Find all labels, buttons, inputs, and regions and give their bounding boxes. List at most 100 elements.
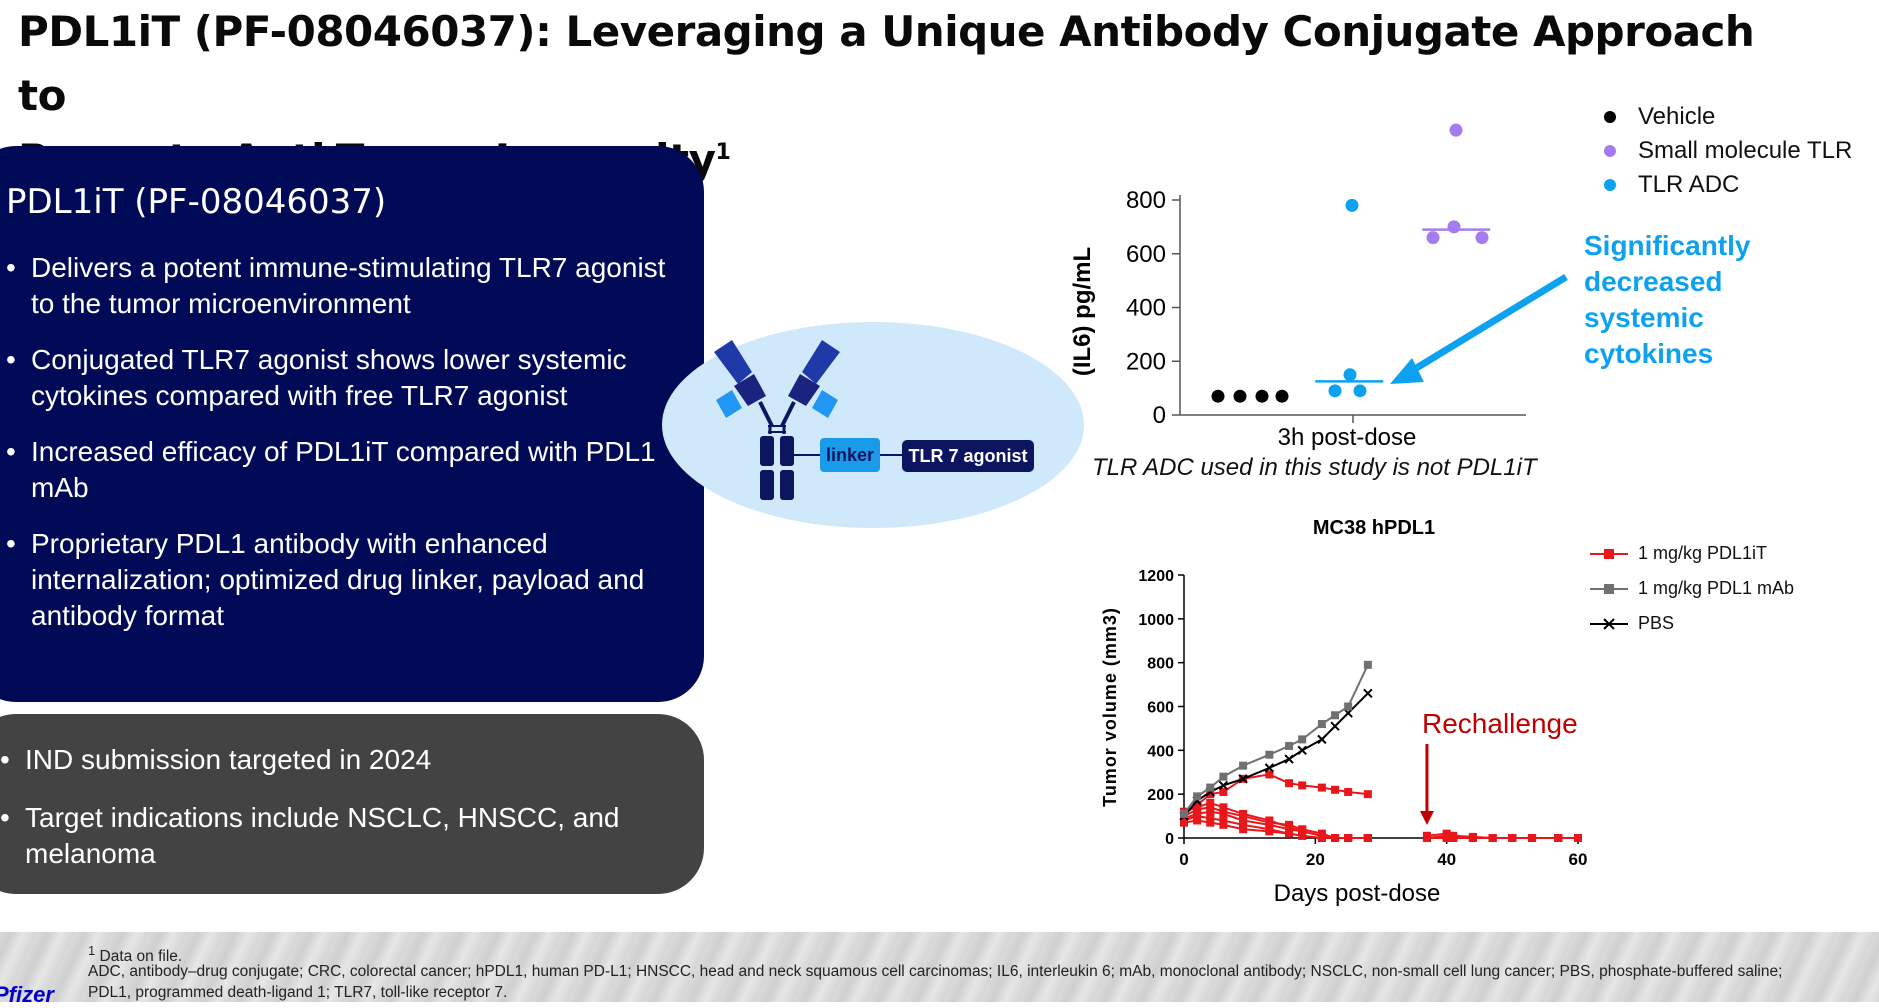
data-point-pdl1it-individual [1442, 834, 1451, 842]
antibody-left-tip [714, 340, 752, 384]
data-point-vehicle [1233, 389, 1247, 403]
data-point-pdl1it-individual [1488, 834, 1497, 842]
data-point-tlr-adc [1345, 198, 1359, 212]
data-point-pbs [1363, 688, 1373, 699]
x-tick-label: 40 [1437, 850, 1456, 869]
data-point-1-mg-kg-pdl1-mab [1317, 720, 1326, 729]
data-point-vehicle [1211, 389, 1225, 403]
data-point-pdl1it-individual [1239, 820, 1248, 829]
payload-box [902, 440, 1034, 472]
data-point-pdl1it-individual [1193, 812, 1202, 821]
pfizer-logo: Pfizer [0, 982, 54, 1007]
bullet-item: Conjugated TLR7 agonist shows lower syst… [6, 342, 666, 414]
data-point-1-mg-kg-pdl1-mab [1344, 702, 1353, 711]
data-point-1-mg-kg-pdl1it [1193, 801, 1202, 810]
data-point-pdl1it-individual [1317, 834, 1326, 842]
y-tick-label: 600 [1147, 700, 1174, 717]
tumor-volume-chart: MC38 hPDL1 0 200 400 600 800 1000 1200 0 20 40 60 Da… [1100, 517, 1588, 907]
y-tick-label: 600 [1126, 241, 1166, 268]
antibody-left-heavy [734, 374, 766, 406]
antibody-right-tip [802, 340, 840, 384]
legend-item-pdl1it: 1 mg/kg PDL1iT [1590, 536, 1794, 571]
footnote-1-text: Data on file. [99, 948, 183, 966]
y-tick-label: 1000 [1138, 612, 1174, 629]
data-point-pbs [1218, 780, 1229, 791]
data-point-pdl1it-individual [1193, 816, 1202, 825]
il6-scatter-chart: 0 200 400 600 800 3h post-dose (IL6) pg/mL [1069, 123, 1568, 450]
data-point-pdl1it-individual [1265, 820, 1274, 829]
data-point-pdl1it-individual [1285, 829, 1294, 838]
bullet-item: IND submission targeted in 2024 [0, 742, 660, 778]
linker-box [820, 438, 880, 472]
data-point-1-mg-kg-pdl1it [1317, 783, 1326, 792]
bullet-item: Increased efficacy of PDL1iT compared wi… [6, 434, 666, 506]
data-point-pdl1it-individual [1265, 816, 1274, 825]
data-point-pdl1it-individual [1239, 816, 1248, 825]
data-point-1-mg-kg-pdl1-mab [1363, 660, 1372, 669]
tumor-legend: 1 mg/kg PDL1iT 1 mg/kg PDL1 mAb PBS [1590, 536, 1794, 641]
panel-heading: PDL1iT (PF-08046037) [6, 182, 387, 222]
data-point-pdl1it-individual [1574, 834, 1582, 842]
data-point-tlr-adc [1328, 384, 1342, 398]
y-tick-label: 400 [1147, 743, 1174, 760]
rechallenge-label: Rechallenge [1422, 708, 1578, 739]
x-tick-label: 0 [1179, 850, 1188, 869]
description-panel: PDL1iT (PF-08046037) Delivers a potent i… [0, 146, 704, 702]
callout-line: systemic [1584, 302, 1704, 333]
legend-dot-tlr-adc [1604, 179, 1616, 191]
data-point-pbs [1264, 763, 1275, 773]
data-point-1-mg-kg-pdl1it [1219, 787, 1228, 796]
y-tick-label: 800 [1147, 656, 1174, 673]
x-tick-label: 60 [1569, 850, 1588, 869]
data-point-pbs [1297, 745, 1307, 756]
data-point-tlr-adc [1343, 368, 1357, 382]
y-axis-label: Tumor volume (mm3) [1100, 607, 1120, 807]
data-point-1-mg-kg-pdl1it [1298, 781, 1307, 790]
title-line-1: PDL1iT (PF-08046037): Leveraging a Uniqu… [18, 7, 1755, 120]
antibody-left-light [716, 390, 742, 418]
data-point-pdl1it-individual [1206, 818, 1215, 827]
legend-dot-vehicle [1604, 111, 1616, 123]
x-tick-label: 20 [1306, 850, 1325, 869]
data-point-pdl1it-individual [1206, 814, 1215, 823]
bullet-item: Proprietary PDL1 antibody with enhanced … [6, 526, 666, 634]
antibody-right-light [812, 390, 838, 418]
data-point-pdl1it-individual [1363, 834, 1372, 842]
x-axis-label: Days post-dose [1274, 880, 1441, 907]
footnote-1: 1 Data on file. [88, 940, 182, 967]
callout-arrow-shaft [1398, 274, 1568, 381]
linker-label: linker [826, 445, 874, 465]
development-bullets: IND submission targeted in 2024 Target i… [0, 742, 660, 894]
data-point-pdl1it-individual [1219, 820, 1228, 829]
data-point-small-molecule-tlr [1449, 123, 1463, 137]
y-tick-label: 200 [1126, 348, 1166, 375]
antibody-conjugate-diagram: linker TLR 7 agonist [714, 340, 1034, 500]
data-point-tlr-adc [1353, 384, 1367, 398]
legend-marker-pdl1it [1590, 548, 1628, 559]
rechallenge-arrow-head [1419, 811, 1434, 825]
data-point-pdl1it-individual [1219, 803, 1228, 812]
data-point-pdl1it-individual [1206, 807, 1215, 816]
significance-callout: Significantly decreased systemic cytokin… [1584, 228, 1750, 372]
chart-title: MC38 hPDL1 [1313, 517, 1435, 539]
data-point-pdl1it-individual [1508, 834, 1517, 842]
data-point-pdl1it-individual [1206, 803, 1215, 812]
data-point-1-mg-kg-pdl1it [1206, 790, 1215, 799]
legend-dot-small-molecule [1604, 145, 1616, 157]
y-tick-label: 400 [1126, 295, 1166, 322]
y-tick-label: 800 [1126, 187, 1166, 214]
legend-label: Vehicle [1638, 103, 1716, 130]
data-point-pbs [1284, 754, 1294, 764]
description-bullets: Delivers a potent immune-stimulating TLR… [6, 250, 666, 654]
callout-line: decreased [1584, 266, 1723, 297]
study-note: TLR ADC used in this study is not PDL1iT [1092, 454, 1537, 481]
development-panel: IND submission targeted in 2024 Target i… [0, 714, 704, 894]
data-point-vehicle [1275, 389, 1289, 403]
legend-item-small-molecule: Small molecule TLR [1604, 134, 1852, 168]
data-point-pdl1it-individual [1449, 834, 1458, 842]
data-point-pdl1it-individual [1239, 809, 1248, 818]
callout-line: cytokines [1584, 338, 1714, 369]
legend-marker-mab [1590, 583, 1628, 594]
data-point-pbs [1330, 721, 1340, 731]
data-point-pbs [1317, 734, 1327, 745]
